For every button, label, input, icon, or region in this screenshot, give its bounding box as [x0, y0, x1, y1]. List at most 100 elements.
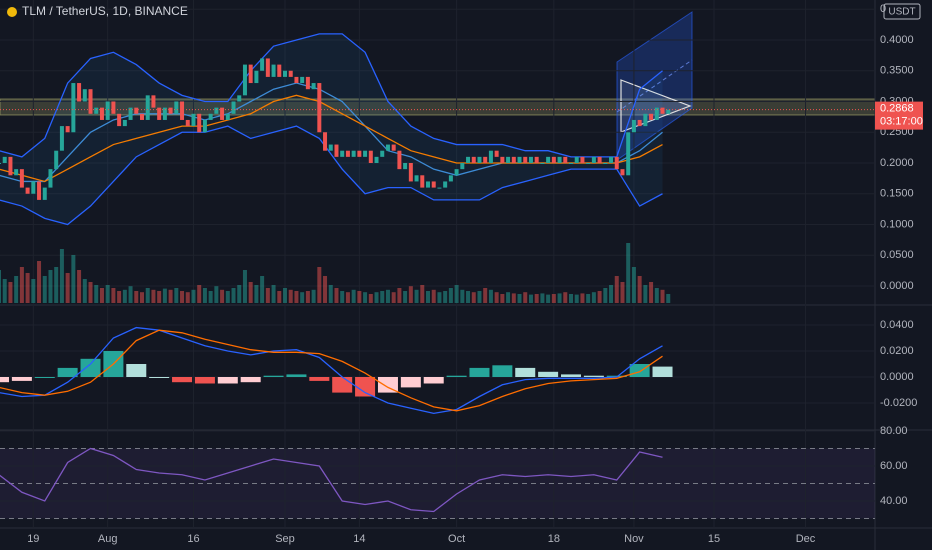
volume-bar	[140, 292, 144, 303]
volume-bar	[391, 292, 396, 303]
candle	[528, 156, 533, 163]
candle	[586, 163, 591, 164]
volume-bar	[574, 294, 579, 303]
candle	[351, 150, 356, 157]
candle	[294, 76, 299, 84]
volume-bar	[19, 267, 24, 303]
volume-bar	[82, 279, 87, 303]
x-tick-label: 16	[187, 533, 199, 545]
volume-bar	[540, 293, 545, 303]
candle	[260, 58, 265, 71]
candle	[174, 101, 179, 114]
y-tick-label: 0.0000	[880, 371, 914, 383]
x-tick-label: Dec	[796, 533, 816, 545]
volume-bar	[363, 292, 368, 303]
macd-hist	[172, 377, 193, 383]
candle	[157, 107, 162, 120]
volume-bar	[65, 273, 70, 303]
candle	[105, 101, 110, 120]
volume-bar	[8, 282, 13, 303]
candle	[631, 119, 636, 133]
volume-bar	[54, 267, 59, 303]
volume-bar	[122, 289, 127, 303]
macd-hist	[652, 366, 673, 377]
volume-bar	[265, 288, 270, 303]
macd-hist	[57, 367, 78, 377]
candle	[19, 169, 24, 188]
candle	[88, 89, 93, 114]
macd-hist	[469, 367, 490, 377]
macd-hist	[492, 365, 513, 377]
candle	[231, 101, 236, 114]
symbol-icon	[7, 7, 17, 17]
macd-hist	[194, 377, 215, 384]
candle	[414, 175, 419, 182]
y-tick-label: 40.00	[880, 495, 908, 507]
macd-hist	[583, 375, 604, 377]
candle	[603, 163, 608, 164]
volume-bar	[42, 276, 47, 303]
volume-bar	[563, 292, 568, 303]
candle	[551, 156, 556, 163]
candle	[208, 113, 213, 120]
candle	[311, 83, 316, 90]
candle	[408, 163, 413, 182]
candle	[454, 169, 459, 176]
volume-bar	[477, 291, 482, 303]
macd-hist	[377, 377, 398, 393]
candle	[99, 107, 104, 120]
signal-line	[0, 329, 663, 412]
volume-bar	[534, 294, 539, 303]
volume-bar	[609, 285, 614, 303]
volume-bar	[488, 289, 493, 303]
volume-bar	[351, 289, 356, 303]
candle	[506, 156, 511, 163]
volume-bar	[500, 294, 505, 303]
volume-bar	[551, 294, 556, 303]
volume-bar	[614, 276, 619, 303]
candle	[557, 156, 562, 163]
candle	[305, 76, 310, 90]
candle	[2, 156, 7, 163]
candle	[363, 150, 368, 157]
candle	[111, 101, 116, 114]
macd-hist	[515, 367, 536, 377]
candle	[488, 150, 493, 163]
candle	[385, 144, 390, 151]
candle	[540, 163, 545, 164]
volume-bar	[294, 291, 299, 303]
volume-bar	[483, 288, 488, 303]
y-tick-label: 0.0000	[880, 280, 914, 292]
candle	[420, 175, 425, 188]
x-tick-label: 15	[708, 533, 720, 545]
volume-bar	[334, 288, 339, 303]
volume-bar	[649, 282, 654, 303]
candle	[654, 107, 659, 120]
candle	[546, 156, 551, 163]
y-tick-label: 0.1500	[880, 188, 914, 200]
y-tick-label: 0.2000	[880, 157, 914, 169]
candle	[328, 144, 333, 151]
candle	[271, 64, 276, 77]
macd-hist	[561, 374, 581, 377]
volume-bar	[569, 294, 573, 303]
candle	[345, 150, 350, 157]
volume-bar	[231, 288, 236, 303]
candle	[466, 156, 471, 163]
candle	[580, 156, 585, 163]
volume-bar	[271, 285, 276, 303]
candle	[77, 83, 82, 102]
volume-bar	[237, 285, 242, 303]
candle	[162, 107, 167, 120]
projection-mid	[616, 59, 693, 113]
volume-bar	[277, 291, 282, 303]
volume-bar	[431, 289, 436, 303]
volume-bar	[666, 294, 671, 303]
candle	[288, 70, 293, 77]
candle	[620, 169, 625, 176]
candle	[220, 107, 225, 120]
volume-bar	[506, 292, 511, 303]
volume-bar	[191, 289, 196, 303]
